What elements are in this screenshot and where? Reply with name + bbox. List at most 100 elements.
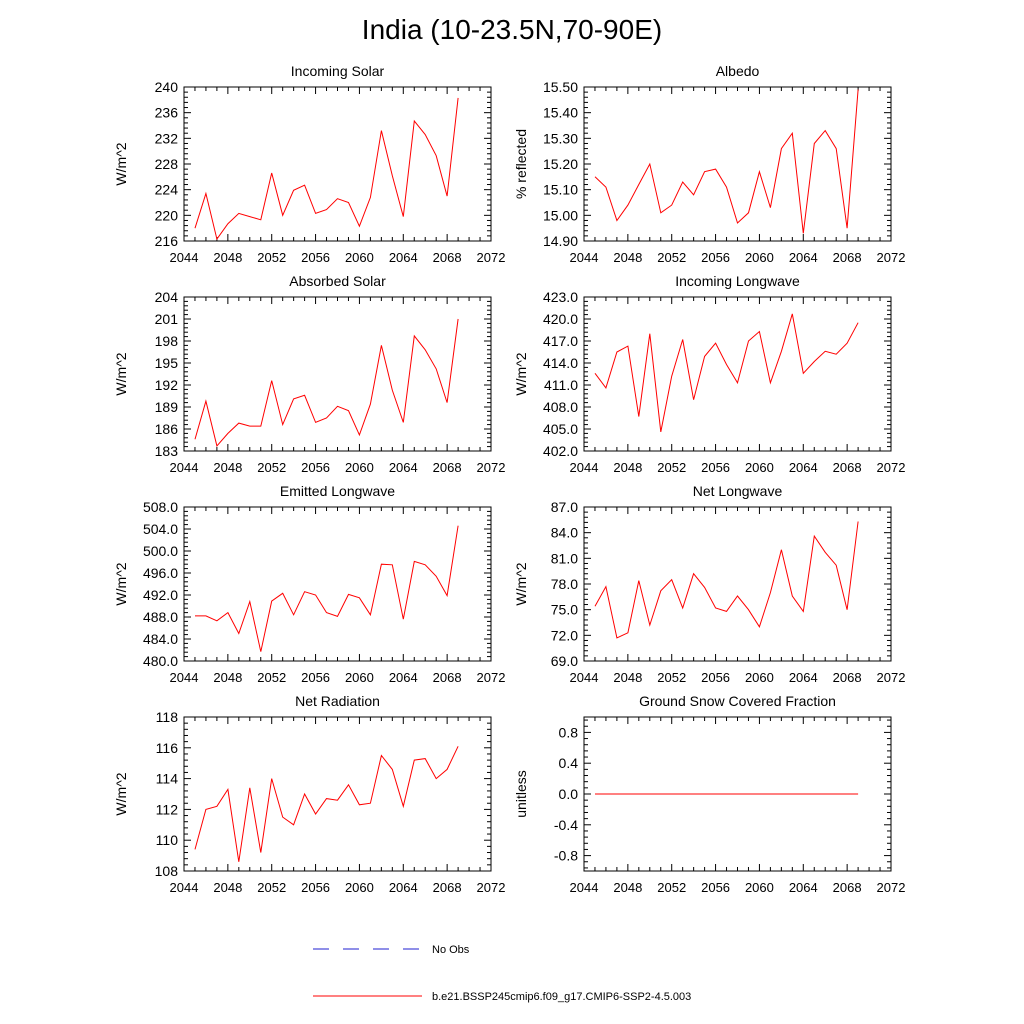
x-tick-label: 2072: [477, 250, 506, 265]
y-axis-label: W/m^2: [113, 562, 129, 605]
chart-panel-3: Absorbed Solar W/m^2 2044 2048 2052 2056 2060 2…: [113, 273, 505, 475]
x-tick-label: 2072: [877, 880, 906, 895]
x-tick-label: 2056: [701, 250, 730, 265]
x-tick-label: 2072: [477, 880, 506, 895]
x-tick-label: 2048: [613, 670, 642, 685]
x-tick-label: 2048: [613, 880, 642, 895]
chart-panel-1: Incoming Solar W/m^2 2044 2048 2052 2056 2060 2…: [113, 63, 505, 265]
y-tick-label: 15.20: [543, 156, 578, 172]
y-tick-label: 504.0: [143, 521, 178, 537]
x-tick-label: 2056: [701, 880, 730, 895]
x-tick-label: 2044: [570, 880, 599, 895]
y-tick-label: 0.8: [559, 724, 579, 740]
panel-title: Net Longwave: [693, 483, 783, 499]
x-tick-label: 2064: [789, 880, 818, 895]
y-tick-label: 420.0: [543, 311, 578, 327]
x-tick-label: 2072: [877, 250, 906, 265]
x-tick-label: 2064: [789, 250, 818, 265]
series-line: [195, 525, 459, 652]
x-tick-label: 2056: [301, 670, 330, 685]
y-tick-label: 108: [155, 863, 179, 879]
x-tick-label: 2052: [657, 460, 686, 475]
x-tick-label: 2044: [570, 250, 599, 265]
y-axis-label: unitless: [513, 770, 529, 817]
chart-panel-4: Incoming Longwave W/m^2 2044 2048 2052 2056 20…: [513, 273, 905, 475]
x-tick-label: 2052: [257, 670, 286, 685]
y-tick-label: 402.0: [543, 443, 578, 459]
x-tick-label: 2052: [657, 670, 686, 685]
figure-title: India (10-23.5N,70-90E): [361, 14, 663, 45]
x-tick-label: 2068: [433, 460, 462, 475]
y-tick-label: 118: [156, 709, 179, 725]
y-tick-label: 480.0: [143, 653, 178, 669]
x-tick-label: 2056: [301, 460, 330, 475]
plot-frame: [183, 86, 492, 242]
y-tick-label: 112: [156, 801, 179, 817]
y-tick-label: 72.0: [551, 627, 578, 643]
panel-title: Albedo: [716, 63, 760, 79]
x-tick-label: 2064: [789, 460, 818, 475]
y-tick-label: 508.0: [143, 499, 178, 515]
x-tick-label: 2044: [170, 670, 199, 685]
y-tick-label: 228: [155, 156, 179, 172]
y-tick-label: 414.0: [543, 355, 578, 371]
y-tick-label: 496.0: [143, 565, 178, 581]
x-tick-label: 2060: [345, 880, 374, 895]
x-tick-label: 2048: [613, 460, 642, 475]
y-tick-label: 240: [155, 79, 179, 95]
y-tick-label: 488.0: [143, 609, 178, 625]
plot-frame: [583, 506, 892, 662]
x-tick-label: 2044: [170, 460, 199, 475]
x-tick-label: 2048: [213, 460, 242, 475]
x-tick-label: 2060: [345, 250, 374, 265]
x-tick-label: 2060: [745, 880, 774, 895]
y-tick-label: 492.0: [143, 587, 178, 603]
y-tick-label: 75.0: [551, 602, 578, 618]
x-tick-label: 2060: [345, 460, 374, 475]
series-line: [194, 746, 459, 862]
y-tick-label: 192: [155, 377, 179, 393]
y-tick-label: 84.0: [551, 525, 578, 541]
x-tick-label: 2056: [701, 670, 730, 685]
y-tick-label: 500.0: [143, 543, 178, 559]
panel-title: Absorbed Solar: [289, 273, 386, 289]
x-tick-label: 2044: [570, 670, 599, 685]
y-tick-label: -0.8: [554, 848, 578, 864]
y-tick-label: 15.10: [543, 182, 578, 198]
y-tick-label: 220: [155, 207, 179, 223]
plot-frame: [183, 716, 492, 872]
y-tick-label: 195: [155, 355, 179, 371]
x-tick-label: 2068: [433, 880, 462, 895]
x-tick-label: 2052: [657, 250, 686, 265]
y-tick-label: 15.50: [543, 79, 578, 95]
x-tick-label: 2044: [170, 880, 199, 895]
x-tick-label: 2052: [257, 880, 286, 895]
x-tick-label: 2052: [657, 880, 686, 895]
y-tick-label: 15.00: [543, 207, 578, 223]
y-tick-label: 14.90: [543, 233, 578, 249]
y-axis-label: W/m^2: [113, 142, 129, 185]
x-tick-label: 2060: [745, 250, 774, 265]
plot-frame: [183, 296, 492, 452]
y-tick-label: 216: [155, 233, 179, 249]
x-tick-label: 2056: [701, 460, 730, 475]
x-tick-label: 2056: [301, 880, 330, 895]
chart-panel-2: Albedo % reflected 2044 2048 2052 2056 2060 206…: [513, 63, 905, 265]
y-tick-label: 15.30: [543, 130, 578, 146]
y-tick-label: 116: [156, 740, 179, 756]
y-tick-label: 183: [155, 443, 179, 459]
plot-frame: [183, 506, 492, 662]
y-tick-label: 189: [155, 399, 179, 415]
plot-frame: [583, 296, 892, 452]
y-axis-label: W/m^2: [513, 562, 529, 605]
x-tick-label: 2048: [213, 670, 242, 685]
panel-title: Ground Snow Covered Fraction: [639, 693, 836, 709]
x-tick-label: 2068: [433, 670, 462, 685]
x-tick-label: 2072: [477, 460, 506, 475]
chart-panel-7: Net Radiation W/m^2 2044 2048 2052 2056 2060 20…: [113, 693, 505, 895]
series-line: [194, 97, 459, 241]
y-tick-label: 232: [155, 130, 179, 146]
y-tick-label: 405.0: [543, 421, 578, 437]
y-tick-label: 87.0: [551, 499, 578, 515]
